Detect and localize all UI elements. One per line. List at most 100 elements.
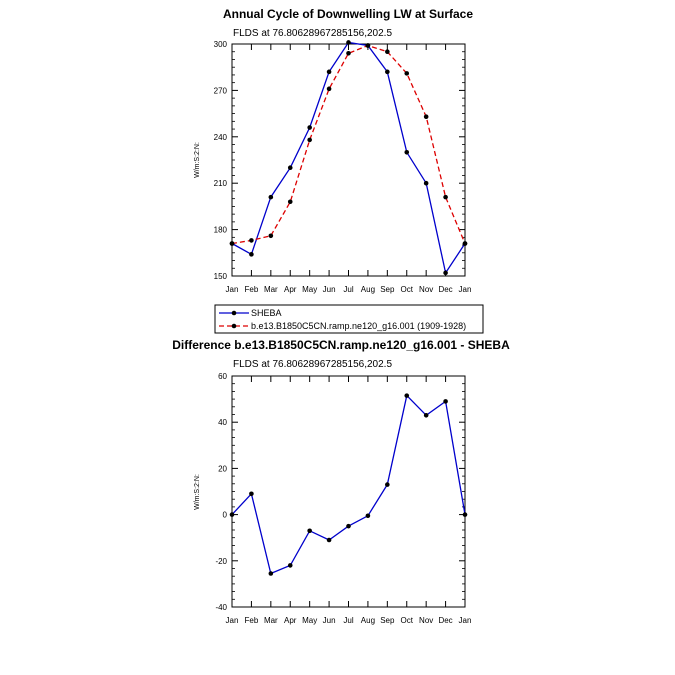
series-0-point [404,393,410,398]
chart-top-x-axis: Jan Feb Mar Apr May Jun Jul Aug Sep Oct Nov Dec Jan [226,44,472,294]
series-1-point [229,241,235,246]
series-0-point [307,528,312,534]
series-line-0 [231,394,466,575]
x-tick-label: Feb [245,285,259,294]
chart-bottom: Difference b.e13.B1850C5CN.ramp.ne120_g1… [172,338,510,625]
series-1-point [423,114,429,119]
series-1-point [268,233,274,239]
series-0-point [268,194,274,200]
x-tick-label: Sep [380,285,395,294]
legend-sheba-marker [231,310,237,316]
series-0-point [443,399,448,404]
y-tick-label: 180 [214,226,228,235]
x-tick-label: Sep [380,616,395,625]
y-tick-label: 270 [214,86,228,95]
chart-top-plot-frame [231,43,466,277]
y-tick-label: -40 [215,603,227,612]
series-0-point [249,491,254,497]
series-1-point [385,49,390,55]
series-1-point [249,238,254,243]
x-tick-label: Dec [438,285,452,294]
series-0-point [346,40,351,45]
x-tick-label: Dec [438,616,452,625]
chart-top-title: Annual Cycle of Downwelling LW at Surfac… [223,7,473,21]
x-tick-label: Jul [343,285,353,294]
chart-top-legend: SHEBA b.e13.B1850C5CN.ramp.ne120_g16.001… [214,304,484,334]
x-tick-label: Apr [284,616,297,625]
series-0-point [404,149,410,155]
chart-bottom-x-axis: Jan Feb Mar Apr May Jun Jul Aug Sep Oct Nov Dec Jan [226,376,472,625]
series-0-point [326,69,332,75]
chart-top-y-axis: 150 180 210 240 270 300 [214,40,465,281]
chart-top-subtitle: FLDS at 76.80628967285156,202.5 [233,28,392,39]
x-tick-label: Oct [401,285,414,294]
series-1-point [287,199,293,205]
series-0-point [385,482,390,487]
series-0-point [287,563,293,568]
series-1-point [443,194,448,200]
x-tick-label: Mar [264,616,278,625]
legend-model-marker [231,323,237,329]
y-tick-label: 210 [214,179,228,188]
x-tick-label: Apr [284,285,297,294]
series-line-0 [231,41,466,275]
x-tick-label: Nov [419,616,433,625]
series-0-point [268,571,274,576]
chart-top-series [229,40,468,276]
series-0-point [443,270,448,276]
chart-bottom-series [229,393,468,576]
y-tick-label: 40 [218,418,227,427]
y-tick-label: -20 [215,557,227,566]
y-tick-label: 0 [223,511,228,520]
y-tick-label: 150 [214,272,228,281]
x-tick-label: May [302,285,317,294]
series-0-point [287,165,293,171]
y-tick-label: 300 [214,40,228,49]
series-0-point [307,125,312,130]
series-1-point [326,86,332,92]
series-1-point [346,50,351,56]
series-line-1 [231,44,466,245]
chart-top: Annual Cycle of Downwelling LW at Surfac… [194,7,473,294]
legend-model-label: b.e13.B1850C5CN.ramp.ne120_g16.001 (1909… [251,321,466,331]
x-tick-label: Jan [226,616,239,625]
chart-bottom-ylabel: W/m:S:2:N: [194,474,201,510]
chart-bottom-y-axis: -40 -20 0 20 40 60 [215,372,465,612]
chart-bottom-title: Difference b.e13.B1850C5CN.ramp.ne120_g1… [172,338,510,352]
series-0-point [346,523,351,529]
y-tick-label: 60 [218,372,227,381]
x-tick-label: Jan [459,616,472,625]
series-0-point [423,412,429,418]
x-tick-label: May [302,616,317,625]
x-tick-label: Nov [419,285,433,294]
series-1-point [462,241,468,246]
series-1-point [307,137,312,143]
series-1-point [404,71,410,76]
x-tick-label: Jan [226,285,239,294]
x-tick-label: Jun [323,285,336,294]
chart-top-ylabel: W/m:S:2:N: [194,142,201,178]
series-0-point [462,512,468,517]
x-tick-label: Oct [401,616,414,625]
x-tick-label: Aug [361,616,375,625]
x-tick-label: Feb [245,616,259,625]
x-tick-label: Jan [459,285,472,294]
series-0-point [423,180,429,186]
x-tick-label: Jun [323,616,336,625]
y-tick-label: 20 [218,464,227,473]
series-0-point [249,252,254,257]
x-tick-label: Aug [361,285,375,294]
chart-bottom-plot-frame [231,375,466,608]
legend-box [214,304,484,334]
series-1-point [365,43,371,48]
series-0-point [385,69,390,75]
y-tick-label: 240 [214,133,228,142]
series-0-point [229,512,235,517]
chart-bottom-subtitle: FLDS at 76.80628967285156,202.5 [233,359,392,370]
legend-sheba-label: SHEBA [251,308,282,318]
series-0-point [365,513,371,519]
x-tick-label: Jul [343,616,353,625]
series-0-point [326,537,332,543]
x-tick-label: Mar [264,285,278,294]
